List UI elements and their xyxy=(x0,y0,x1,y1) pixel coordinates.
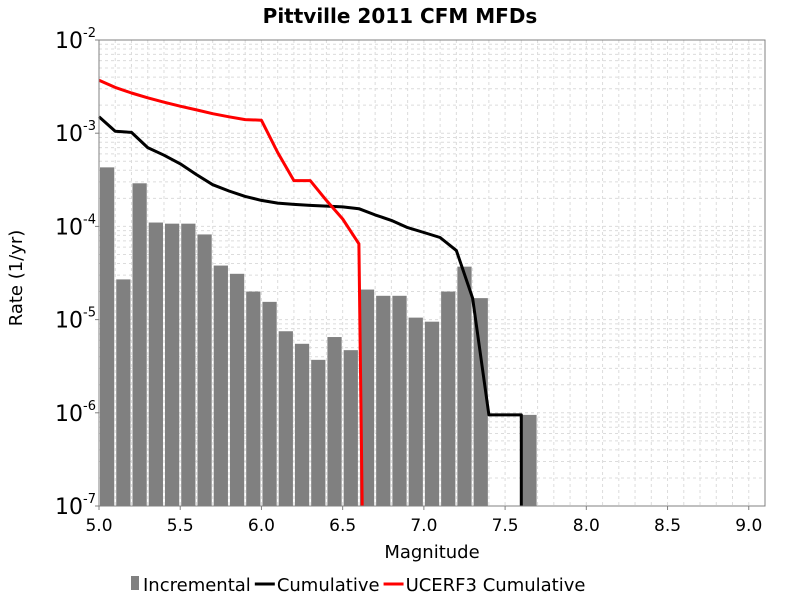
x-axis-ticks: 5.0 5.5 6.0 6.5 7.0 7.5 8.0 8.5 9.0 xyxy=(85,506,762,536)
y-tick-label: 10-3 xyxy=(55,119,96,147)
incremental-bar xyxy=(327,337,342,506)
plot-border xyxy=(98,39,766,507)
incremental-bar xyxy=(164,223,180,506)
incremental-bar xyxy=(311,359,326,506)
legend-label-cumulative: Cumulative xyxy=(277,575,380,596)
legend-label-ucerf3-cumulative: UCERF3 Cumulative xyxy=(406,575,586,596)
x-tick-label: 6.5 xyxy=(329,516,356,536)
incremental-bar xyxy=(246,291,261,506)
incremental-bars xyxy=(100,167,537,507)
incremental-bar xyxy=(359,289,375,506)
incremental-bar xyxy=(522,414,537,506)
x-tick-label: 7.5 xyxy=(492,516,519,536)
incremental-bar xyxy=(262,301,277,506)
incremental-bar xyxy=(213,265,228,506)
incremental-bar xyxy=(473,298,488,506)
x-tick-label: 6.0 xyxy=(248,516,275,536)
x-tick-label: 5.0 xyxy=(85,516,112,536)
x-tick-label: 5.5 xyxy=(167,516,194,536)
incremental-bar xyxy=(294,343,310,506)
chart-title: Pittville 2011 CFM MFDs xyxy=(263,4,538,28)
plot-frame xyxy=(98,39,766,507)
legend-label-incremental: Incremental xyxy=(143,575,251,596)
incremental-bar xyxy=(132,183,147,506)
incremental-bar xyxy=(424,321,440,506)
x-axis-label: Magnitude xyxy=(384,542,479,563)
y-tick-label: 10-5 xyxy=(55,306,96,334)
x-tick-label: 8.5 xyxy=(654,516,681,536)
ucerf3-cumulative-line xyxy=(98,78,364,507)
y-axis-ticks: 10-7 10-6 10-5 10-4 10-3 10-2 xyxy=(55,26,99,520)
incremental-bar xyxy=(392,295,407,506)
incremental-bar xyxy=(197,234,212,506)
incremental-bar xyxy=(441,291,456,506)
incremental-bar xyxy=(148,222,163,506)
incremental-bar xyxy=(229,273,245,506)
incremental-bar xyxy=(116,279,131,506)
incremental-bar xyxy=(408,317,423,506)
x-tick-label: 8.0 xyxy=(573,516,600,536)
y-tick-label: 10-2 xyxy=(55,26,96,54)
incremental-bar xyxy=(457,266,472,506)
incremental-bar xyxy=(278,331,293,506)
y-tick-label: 10-6 xyxy=(55,399,96,427)
legend-swatch-incremental xyxy=(131,576,139,590)
y-tick-label: 10-4 xyxy=(55,212,96,240)
cumulative-lines xyxy=(98,78,523,507)
x-tick-label: 9.0 xyxy=(735,516,762,536)
incremental-bar xyxy=(376,295,391,506)
legend: Incremental Cumulative UCERF3 Cumulative xyxy=(131,575,585,596)
incremental-bar xyxy=(343,350,358,506)
y-axis-label: Rate (1/yr) xyxy=(6,230,27,327)
incremental-bar xyxy=(100,167,115,507)
cumulative-line xyxy=(98,115,523,506)
y-tick-label: 10-7 xyxy=(55,492,96,520)
x-tick-label: 7.0 xyxy=(410,516,437,536)
incremental-bar xyxy=(181,223,196,506)
